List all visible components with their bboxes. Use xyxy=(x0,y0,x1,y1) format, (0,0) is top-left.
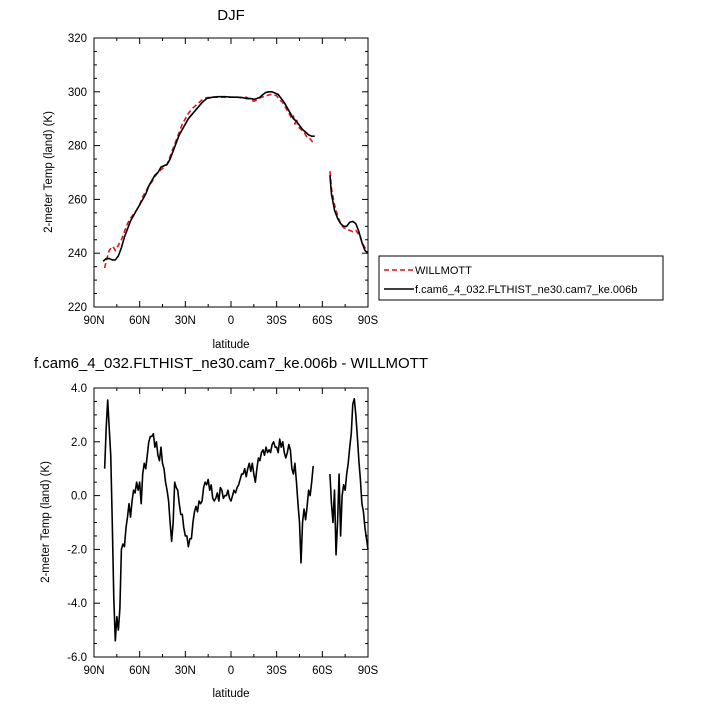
legend: WILLMOTT f.cam6_4_032.FLTHIST_ne30.cam7_… xyxy=(378,255,664,301)
bottom-plot-frame xyxy=(93,387,369,658)
top-y-axis-label: 2-meter Temp (land) (K) xyxy=(43,111,55,233)
legend-label-willmott: WILLMOTT xyxy=(415,265,472,277)
legend-box xyxy=(378,255,664,301)
x-tick-label: 60S xyxy=(312,315,333,327)
y-tick-label: 4.0 xyxy=(71,383,87,395)
y-tick-label: 320 xyxy=(68,33,87,45)
top-x-axis-label: latitude xyxy=(212,339,249,351)
y-tick-label: -4.0 xyxy=(67,598,87,610)
y-tick-label: -6.0 xyxy=(67,652,87,664)
bottom-panel: f.cam6_4_032.FLTHIST_ne30.cam7_ke.006b -… xyxy=(34,355,428,700)
series-line-difference xyxy=(103,399,314,642)
x-tick-label: 90N xyxy=(83,665,104,677)
x-tick-label: 0 xyxy=(228,665,234,677)
y-tick-label: 300 xyxy=(68,87,87,99)
top-panel: DJF 90N 60N 30N 0 30S 60S 90S 220 240 260 280 300 32… xyxy=(43,7,664,351)
x-tick-label: 90N xyxy=(83,315,104,327)
series-line-difference xyxy=(329,397,369,556)
y-tick-label: 2.0 xyxy=(71,437,87,449)
y-tick-label: 260 xyxy=(68,194,87,206)
y-tick-label: 220 xyxy=(68,302,87,314)
x-tick-label: 30N xyxy=(175,665,196,677)
y-tick-label: 0.0 xyxy=(71,491,87,503)
y-tick-label: 240 xyxy=(68,248,87,260)
x-tick-label: 90S xyxy=(358,665,379,677)
legend-label-model: f.cam6_4_032.FLTHIST_ne30.cam7_ke.006b xyxy=(415,284,637,296)
x-tick-label: 60N xyxy=(129,665,150,677)
y-tick-label: 280 xyxy=(68,141,87,153)
x-tick-label: 0 xyxy=(228,315,234,327)
x-tick-label: 60S xyxy=(312,665,333,677)
bottom-chart-title: f.cam6_4_032.FLTHIST_ne30.cam7_ke.006b -… xyxy=(34,355,428,372)
x-tick-label: 30N xyxy=(175,315,196,327)
top-plot-frame xyxy=(93,37,369,308)
x-tick-label: 60N xyxy=(129,315,150,327)
x-tick-label: 30S xyxy=(266,665,287,677)
series-line-willmott xyxy=(103,93,314,269)
y-tick-label: -2.0 xyxy=(67,544,87,556)
x-tick-label: 30S xyxy=(266,315,287,327)
bottom-x-axis-label: latitude xyxy=(212,688,249,700)
series-line-model xyxy=(102,91,315,262)
series-line-model xyxy=(329,175,369,254)
top-chart-title: DJF xyxy=(217,7,245,24)
x-tick-label: 90S xyxy=(358,315,379,327)
bottom-y-axis-label: 2-meter Temp (land) (K) xyxy=(40,461,52,583)
